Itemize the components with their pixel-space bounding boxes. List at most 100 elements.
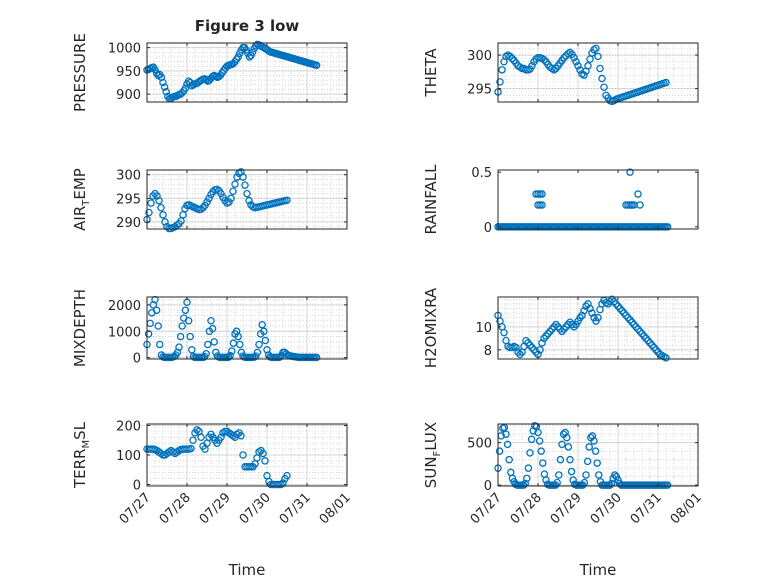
subplot-air_temp: 290 295 300 AIRTEMP	[71, 168, 348, 233]
mixdepth-point-8	[156, 340, 164, 349]
subplot-h2omixra: 8 10 H2OMIXRA	[422, 287, 699, 368]
mixdepth-point-57	[234, 332, 242, 341]
mixdepth-point-37	[202, 349, 210, 358]
air_temp-point-1	[145, 208, 153, 217]
axes-box-theta	[497, 42, 699, 103]
series-markers-terr_msl	[143, 426, 291, 489]
theta-point-50	[594, 52, 602, 61]
mixdepth-point-73	[260, 327, 268, 336]
y-tick-label: 295	[116, 192, 141, 207]
axes-box-mixdepth	[146, 296, 348, 360]
axes-box-rainfall	[497, 169, 699, 230]
terr_msl-point-67	[277, 480, 285, 489]
air_temp-point-48	[239, 173, 247, 181]
theta-point-40	[574, 62, 582, 70]
axes-box-pressure	[146, 42, 348, 103]
h2omixra-point-45	[584, 300, 592, 308]
x-axis-label-sun_flux: Time	[579, 561, 617, 579]
air_temp-point-44	[231, 180, 239, 188]
pressure-point-57	[234, 53, 242, 61]
mixdepth-point-51	[224, 353, 233, 361]
y-tick-label: 2000	[108, 299, 141, 314]
rainfall-extra-point-3	[538, 190, 546, 198]
sun_flux-point-46	[567, 467, 576, 476]
theta-point-23	[540, 56, 548, 64]
h2omixra-point-22	[538, 339, 546, 347]
sun_flux-point-19	[524, 464, 533, 472]
sun_flux-point-106	[663, 481, 672, 489]
h2omixra-point-46	[586, 304, 594, 313]
sun_flux-point-43	[563, 433, 571, 442]
mixdepth-point-40	[207, 316, 215, 325]
theta-point-39	[572, 58, 580, 66]
theta-point-52	[598, 74, 606, 83]
terr_msl-point-59	[261, 457, 269, 465]
sun_flux-point-21	[527, 435, 536, 444]
terr_msl-point-70	[283, 471, 291, 480]
mixdepth-point-26	[184, 316, 193, 325]
mixdepth-point-28	[188, 346, 196, 354]
y-tick-label: 295	[467, 83, 492, 98]
y-tick-label: 10	[475, 321, 492, 336]
y-axis-label-rainfall: RAINFALL	[422, 164, 440, 235]
mixdepth-point-74	[261, 336, 270, 345]
chart-title: Figure 3 low	[195, 17, 300, 35]
theta-point-38	[570, 54, 578, 62]
mixdepth-point-38	[204, 340, 212, 349]
subplot-rainfall: 0 0.5 RAINFALL	[422, 164, 699, 236]
air_temp-point-37	[217, 189, 225, 198]
sun_flux-point-27	[537, 447, 545, 455]
sun_flux-point-30	[542, 476, 550, 484]
sun_flux-point-25	[534, 428, 542, 437]
rainfall-extra-point-14	[634, 190, 642, 198]
air_temp-point-50	[243, 189, 251, 198]
sun_flux-point-7	[505, 455, 513, 464]
sun_flux-point-5	[502, 430, 510, 438]
pressure-point-9	[157, 73, 166, 82]
x-axis-label-terr_msl: Time	[228, 561, 266, 579]
h2omixra-point-47	[588, 309, 596, 317]
sun_flux-point-70	[606, 481, 614, 489]
mixdepth-point-72	[258, 320, 266, 329]
terr_msl-point-43	[229, 432, 237, 440]
sun_flux-point-59	[588, 432, 597, 440]
sun_flux-point-18	[523, 474, 531, 483]
h2omixra-point-9	[512, 343, 520, 352]
axes-box-sun_flux	[497, 423, 699, 487]
mixdepth-point-20	[175, 343, 183, 351]
y-tick-label: 300	[467, 49, 492, 64]
terr_msl-point-48	[239, 451, 247, 459]
mixdepth-point-7	[154, 322, 162, 330]
theta-point-45	[584, 62, 592, 70]
mixdepth-point-69	[253, 348, 262, 357]
air_temp-point-2	[147, 199, 155, 207]
air_temp-point-70	[283, 196, 291, 204]
mixdepth-point-42	[210, 338, 218, 346]
y-axis-label-h2omixra: H2OMIXRA	[422, 287, 440, 368]
series-markers-pressure	[143, 40, 321, 103]
h2omixra-point-3	[500, 328, 508, 337]
air_temp-point-6	[155, 196, 163, 205]
y-axis-label-sun_flux: SUNFLUX	[422, 422, 443, 488]
terr_msl-point-22	[187, 444, 195, 453]
axes-box-h2omixra	[497, 296, 699, 360]
air_temp-point-7	[157, 204, 165, 212]
h2omixra-point-84	[662, 354, 670, 362]
pressure-point-24	[181, 84, 190, 92]
sun_flux-point-44	[564, 443, 573, 451]
sun_flux-point-63	[595, 471, 603, 479]
subplot-pressure: 900 950 1000 PRESSURE Figure 3 low	[71, 17, 348, 112]
theta-point-43	[580, 71, 588, 79]
y-tick-label: 290	[116, 216, 141, 231]
sun_flux-point-73	[611, 471, 619, 479]
y-axis-label-mixdepth: MIXDEPTH	[71, 289, 89, 367]
mixdepth-point-53	[228, 347, 236, 355]
y-tick-label: 0	[484, 479, 492, 494]
y-tick-label: 300	[116, 169, 141, 184]
air_temp-point-41	[225, 198, 233, 206]
y-axis-label-theta: THETA	[422, 48, 440, 98]
theta-point-7	[508, 54, 516, 63]
mixdepth-point-24	[181, 306, 190, 314]
sun_flux-point-57	[585, 443, 593, 451]
